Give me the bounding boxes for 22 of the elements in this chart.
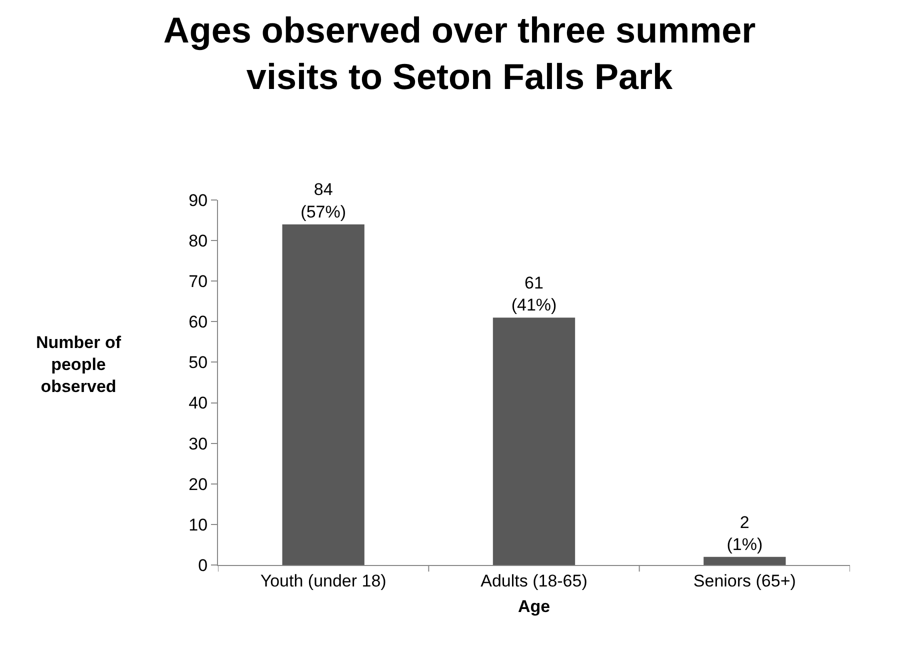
y-tick-label: 60 (188, 312, 208, 332)
data-label: 61 (41%) (511, 274, 557, 315)
y-tick-label: 0 (198, 556, 208, 575)
x-tick-label: Seniors (65+) (693, 571, 796, 590)
y-tick-label: 30 (188, 434, 208, 454)
x-tick-label: Adults (18-65) (480, 571, 588, 590)
y-tick-label: 90 (188, 190, 208, 210)
x-axis-title: Age (518, 596, 550, 616)
data-label: 84 (57%) (300, 180, 346, 222)
chart-title: Ages observed over three summer visits to Seton Falls Park (163, 9, 756, 98)
bar (492, 318, 576, 565)
y-tick-label: 10 (188, 515, 208, 534)
data-label: 2 (1%) (726, 512, 763, 554)
y-tick-label: 70 (188, 272, 208, 292)
bar (704, 556, 786, 565)
y-tick-label: 40 (188, 394, 208, 413)
y-axis-title: Number of people observed (36, 333, 122, 396)
y-tick-label: 80 (188, 232, 208, 251)
y-tick-label: 50 (188, 353, 208, 372)
bar (282, 224, 364, 565)
x-tick-label: Youth (under 18) (260, 571, 386, 590)
y-tick-label: 20 (188, 474, 208, 494)
